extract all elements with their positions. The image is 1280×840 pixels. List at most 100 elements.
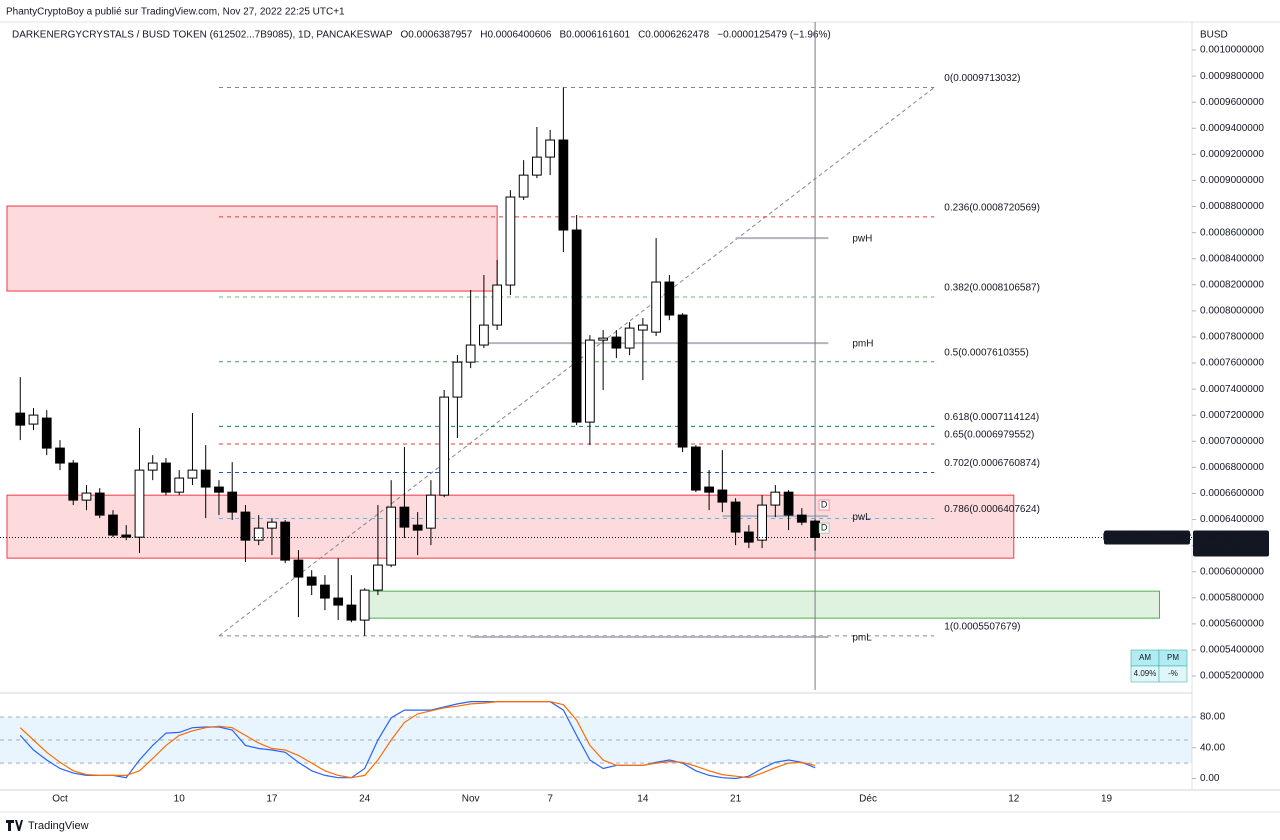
- fib-label: 0(0.0009713032): [944, 73, 1020, 84]
- y-tick-label: 0.0010000000: [1200, 45, 1264, 56]
- level-label: pwH: [852, 234, 872, 245]
- candle-body: [492, 284, 503, 326]
- candle-body: [585, 339, 595, 423]
- y-tick-label: 0.0009600000: [1200, 97, 1264, 108]
- candle-body: [320, 584, 330, 599]
- x-tick-label: 14: [637, 794, 649, 805]
- candle-body: [147, 462, 158, 471]
- x-tick-label: 19: [1101, 794, 1113, 805]
- zone: [6, 494, 1015, 559]
- candle-body: [690, 446, 701, 491]
- stoch-line: [19, 701, 816, 780]
- y-tick-label: 0.0006000000: [1200, 566, 1264, 577]
- candle-body: [214, 486, 224, 493]
- candle-body: [15, 412, 26, 426]
- candle-body: [174, 477, 185, 493]
- candle-body: [346, 604, 357, 621]
- y-tick-label: 0.0005400000: [1200, 645, 1264, 656]
- table-value: -%: [1168, 669, 1178, 678]
- candle-body: [426, 494, 436, 529]
- price-tag-bg: [1193, 530, 1269, 557]
- symbol-tag: DECBUSD_612502: [1103, 532, 1192, 543]
- header-text: B0.0006161601: [559, 30, 630, 41]
- candle-body: [134, 469, 145, 538]
- candle-body: [532, 156, 542, 176]
- candle-body: [505, 196, 516, 286]
- fib-label: 0.65(0.0006979552): [944, 430, 1034, 441]
- x-tick-label: 7: [547, 794, 553, 805]
- table-value: 4.09%: [1134, 669, 1157, 678]
- header-text: −0.0000125479 (−1.96%): [717, 30, 830, 41]
- candle-body: [677, 314, 688, 448]
- candle-body: [757, 504, 767, 541]
- candle-body: [359, 589, 370, 621]
- candle-body: [68, 462, 79, 501]
- candle-body: [399, 506, 410, 528]
- y-tick-label: 0.0008200000: [1200, 279, 1264, 290]
- candle-body: [624, 327, 635, 349]
- candle-body: [121, 534, 132, 538]
- level-label: pmL: [852, 633, 872, 644]
- fib-label: 0.236(0.0008720569): [944, 203, 1040, 214]
- y-tick-label: 0.0007200000: [1200, 410, 1264, 421]
- candle-body: [717, 489, 728, 503]
- marker-label: D: [821, 499, 828, 509]
- y-tick-label: 80.00: [1200, 712, 1225, 723]
- countdown: 02:34:09: [1200, 544, 1239, 555]
- fib-label: 0.5(0.0007610355): [944, 347, 1029, 358]
- y-tick-label: 0.0008800000: [1200, 201, 1264, 212]
- table-cell: [1158, 665, 1188, 683]
- candle-body: [412, 524, 423, 531]
- fib-label: 0.786(0.0006407624): [944, 504, 1040, 515]
- candle-body: [267, 521, 277, 529]
- candle-body: [386, 506, 397, 566]
- candle-body: [227, 491, 238, 513]
- candle-body: [41, 417, 52, 449]
- y-tick-label: 0.0008400000: [1200, 253, 1264, 264]
- x-tick-label: Nov: [462, 794, 480, 805]
- y-tick-label: 0.0006400000: [1200, 514, 1264, 525]
- header-text: DARKENERGYCRYSTALS / BUSD TOKEN (612502.…: [12, 30, 393, 41]
- candle-body: [293, 559, 304, 578]
- candle-body: [730, 501, 741, 533]
- candle-body: [479, 324, 489, 346]
- candle-body: [373, 564, 383, 591]
- header-text: O0.0006387957: [401, 30, 473, 41]
- header: DARKENERGYCRYSTALS / BUSD TOKEN (612502.…: [12, 30, 831, 41]
- candle-body: [187, 469, 198, 479]
- x-tick-label: 10: [174, 794, 186, 805]
- candle-body: [770, 491, 781, 506]
- candle-body: [664, 281, 675, 316]
- candle-body: [439, 396, 450, 496]
- y-tick-label: 0.0007600000: [1200, 358, 1264, 369]
- candle-body: [651, 281, 661, 333]
- candle-body: [810, 520, 820, 538]
- marker-box: [818, 522, 830, 534]
- price-tag: 0.0006262478: [1200, 532, 1264, 543]
- brand: TradingView: [28, 820, 89, 832]
- candle-body: [518, 174, 529, 198]
- y-tick-label: 0.0008600000: [1200, 227, 1264, 238]
- y-tick-label: 0.0008000000: [1200, 306, 1264, 317]
- candle-body: [452, 361, 463, 398]
- candle-body: [253, 527, 264, 541]
- header-text: H0.0006400606: [480, 30, 552, 41]
- candle-body: [545, 139, 556, 158]
- candle-body: [558, 139, 569, 231]
- candle-body: [108, 514, 118, 536]
- brand-logo: [6, 820, 23, 831]
- fib-label: 0.702(0.0006760874): [944, 458, 1040, 469]
- candle-body: [465, 344, 476, 363]
- x-tick-label: 24: [359, 794, 371, 805]
- y-tick-label: 0.0007000000: [1200, 436, 1264, 447]
- candle-body: [743, 531, 754, 543]
- candle-body: [637, 324, 648, 331]
- candle-body: [306, 576, 317, 586]
- candle-body: [55, 447, 65, 464]
- x-tick-label: Déc: [859, 794, 877, 805]
- candle-body: [280, 521, 291, 561]
- symbol-tag-bg: [1104, 530, 1190, 545]
- x-tick-label: 21: [730, 794, 742, 805]
- header-text: C0.0006262478: [638, 30, 710, 41]
